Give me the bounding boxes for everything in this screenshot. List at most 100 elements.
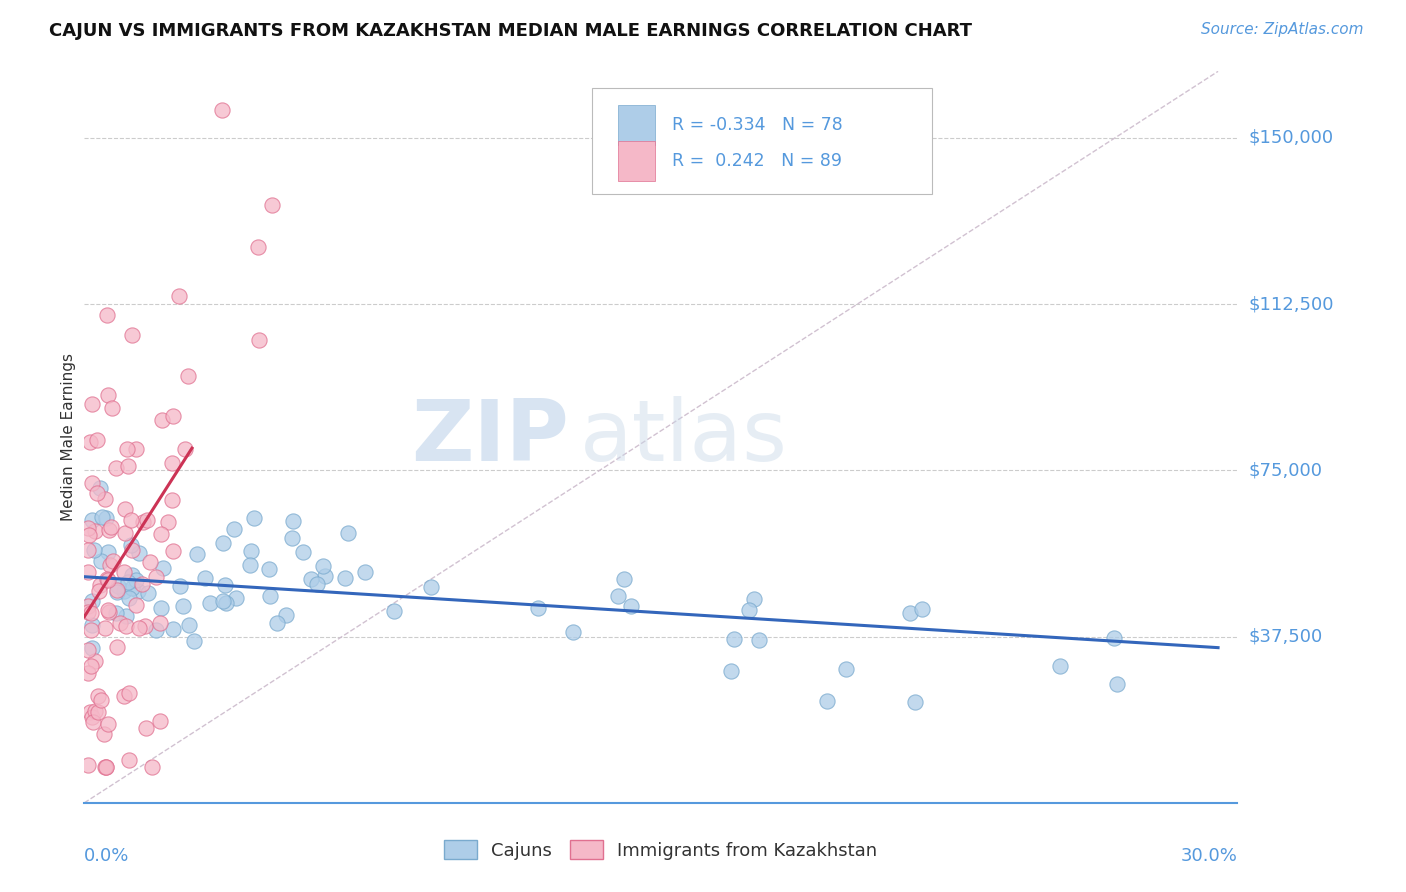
Point — [259, 589, 281, 603]
Point — [606, 589, 628, 603]
Point — [145, 624, 167, 638]
Point — [177, 618, 200, 632]
Point — [311, 559, 333, 574]
Point — [94, 760, 117, 774]
Point — [108, 616, 131, 631]
Text: CAJUN VS IMMIGRANTS FROM KAZAKHSTAN MEDIAN MALE EARNINGS CORRELATION CHART: CAJUN VS IMMIGRANTS FROM KAZAKHSTAN MEDI… — [49, 22, 972, 40]
Point — [239, 558, 262, 573]
Point — [82, 715, 104, 730]
Text: 0.0%: 0.0% — [84, 847, 129, 864]
Point — [720, 664, 742, 678]
Point — [162, 623, 184, 637]
Point — [214, 577, 236, 591]
Point — [117, 458, 139, 473]
Point — [174, 442, 197, 457]
Point — [135, 721, 157, 735]
Point — [80, 617, 103, 632]
Point — [527, 601, 550, 615]
Point — [186, 548, 208, 562]
Point — [162, 456, 184, 470]
Point — [121, 327, 143, 342]
Y-axis label: Median Male Earnings: Median Male Earnings — [60, 353, 76, 521]
Point — [112, 565, 135, 579]
Point — [86, 433, 108, 447]
FancyBboxPatch shape — [592, 88, 932, 194]
Point — [105, 640, 128, 654]
Point — [77, 599, 100, 613]
Point — [97, 605, 120, 619]
Point — [91, 509, 114, 524]
Point — [118, 591, 141, 606]
Point — [87, 690, 110, 704]
Point — [898, 607, 921, 621]
Point — [620, 599, 643, 613]
Point — [120, 538, 142, 552]
Point — [118, 753, 141, 767]
Point — [737, 603, 759, 617]
Point — [80, 594, 103, 608]
Point — [135, 513, 157, 527]
Text: $75,000: $75,000 — [1249, 461, 1323, 479]
Point — [97, 545, 120, 559]
Point — [80, 709, 103, 723]
Point — [183, 634, 205, 648]
Point — [98, 523, 121, 537]
Point — [150, 527, 173, 541]
Point — [121, 542, 143, 557]
Point — [281, 514, 304, 528]
Text: 30.0%: 30.0% — [1181, 847, 1237, 864]
Point — [94, 492, 117, 507]
Point — [77, 542, 100, 557]
Text: $150,000: $150,000 — [1249, 128, 1333, 147]
Point — [128, 621, 150, 635]
Point — [82, 397, 104, 411]
Point — [121, 568, 143, 582]
Point — [83, 543, 105, 558]
Point — [157, 515, 180, 529]
Point — [105, 583, 128, 598]
Point — [77, 666, 100, 681]
Point — [723, 632, 745, 646]
Text: ZIP: ZIP — [411, 395, 568, 479]
Point — [134, 619, 156, 633]
Point — [112, 690, 135, 704]
Point — [112, 584, 135, 599]
Point — [124, 574, 146, 588]
Point — [80, 607, 103, 621]
Point — [222, 522, 245, 536]
Point — [1102, 631, 1125, 645]
Point — [176, 368, 198, 383]
Point — [337, 526, 360, 541]
Point — [131, 577, 153, 591]
Point — [1107, 677, 1129, 691]
Point — [333, 571, 356, 585]
Point — [90, 693, 112, 707]
Point — [84, 654, 107, 668]
Point — [149, 601, 172, 615]
Point — [266, 615, 288, 630]
Point — [128, 546, 150, 560]
Point — [115, 609, 138, 624]
Point — [93, 726, 115, 740]
Point — [141, 760, 163, 774]
Point — [215, 596, 238, 610]
Point — [121, 581, 143, 595]
Point — [1049, 659, 1071, 673]
Point — [246, 239, 269, 253]
Point — [96, 572, 118, 586]
Point — [80, 641, 103, 656]
Point — [105, 585, 128, 599]
Point — [96, 760, 118, 774]
Point — [299, 572, 322, 586]
Point — [80, 658, 103, 673]
Point — [169, 579, 191, 593]
Point — [79, 434, 101, 449]
Point — [82, 475, 104, 490]
Point — [239, 544, 262, 558]
Point — [211, 103, 233, 117]
Point — [136, 585, 159, 599]
Point — [211, 536, 233, 550]
Point — [97, 574, 120, 588]
Point — [132, 515, 155, 529]
Point — [172, 599, 194, 613]
